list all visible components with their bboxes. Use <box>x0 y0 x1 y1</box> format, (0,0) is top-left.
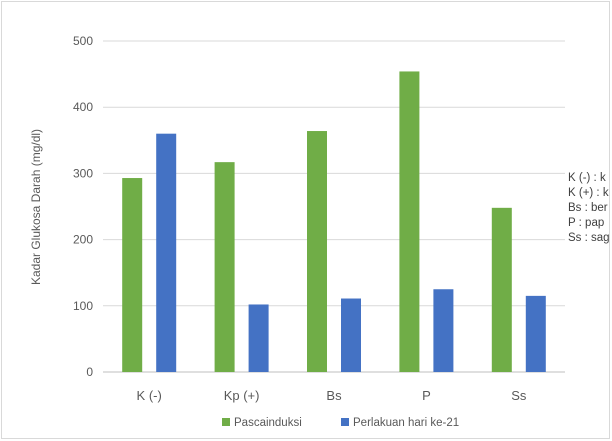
y-tick-label: 200 <box>73 233 93 247</box>
x-tick-labels: K (-) Kp (+) Bs P Ss <box>137 388 527 403</box>
bar-perlakuan-0 <box>156 133 177 372</box>
legend-item: Perlakuan hari ke-21 <box>341 417 459 429</box>
legend: Pascainduksi Perlakuan hari ke-21 <box>222 417 459 429</box>
y-tick-label: 500 <box>73 34 93 48</box>
x-tick-label: Kp (+) <box>224 388 260 403</box>
side-note-line: Ss : sag <box>568 232 610 244</box>
legend-item: Pascainduksi <box>222 417 302 429</box>
legend-swatch <box>222 418 230 426</box>
legend-swatch <box>341 418 349 426</box>
x-tick-label: Ss <box>511 388 527 403</box>
bar-perlakuan-1 <box>248 304 269 372</box>
bar-perlakuan-4 <box>525 295 546 372</box>
y-tick-label: 0 <box>86 365 93 379</box>
y-tick-label: 300 <box>73 166 93 180</box>
side-note-line: P : pap <box>568 217 604 229</box>
side-note-line: K (-) : k <box>568 172 606 184</box>
x-tick-label: P <box>422 388 431 403</box>
y-axis-label: Kadar Glukosa Darah (mg/dl) <box>29 129 43 285</box>
x-tick-label: K (-) <box>137 388 162 403</box>
bar-perlakuan-2 <box>341 298 361 372</box>
gridlines <box>103 40 565 373</box>
side-note-line: Bs : ber <box>568 202 608 214</box>
y-tick-label: 100 <box>73 299 93 313</box>
bar-pascainduksi-0 <box>122 178 143 372</box>
bars <box>122 71 546 373</box>
bar-pascainduksi-1 <box>214 162 235 372</box>
bar-pascainduksi-3 <box>399 71 420 373</box>
bar-perlakuan-3 <box>433 289 454 372</box>
y-tick-labels: 0 100 200 300 400 500 <box>73 34 93 379</box>
side-notes: K (-) : k K (+) : k Bs : ber P : pap Ss : sa… <box>568 172 610 244</box>
x-tick-label: Bs <box>326 388 342 403</box>
y-tick-label: 400 <box>73 100 93 114</box>
bar-pascainduksi-2 <box>307 131 327 372</box>
bar-pascainduksi-4 <box>491 207 512 372</box>
legend-label: Perlakuan hari ke-21 <box>353 417 459 429</box>
legend-label: Pascainduksi <box>234 417 302 429</box>
side-note-line: K (+) : k <box>568 187 609 199</box>
